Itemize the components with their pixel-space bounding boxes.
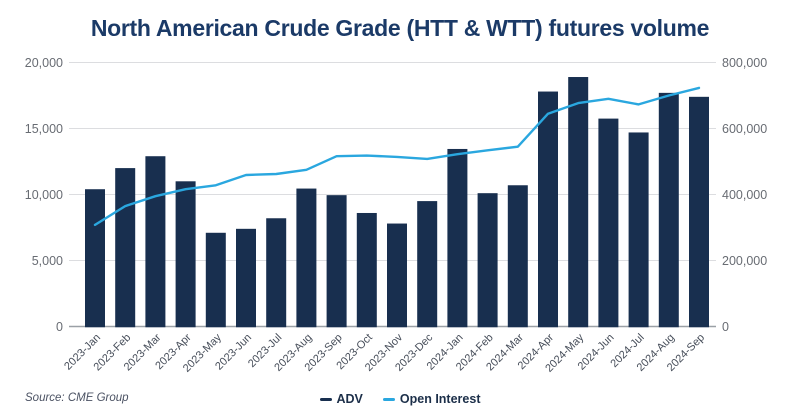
open-interest-line	[93, 86, 701, 227]
y-axis-label-right: 200,000	[722, 254, 767, 268]
adv-bar	[145, 156, 166, 328]
legend: ADV Open Interest	[0, 392, 800, 406]
adv-bar	[477, 193, 498, 328]
adv-bar	[658, 92, 679, 328]
y-axis-label-left: 5,000	[32, 254, 63, 268]
y-axis-label-left: 20,000	[25, 56, 63, 70]
adv-bar	[175, 181, 196, 328]
adv-bar	[205, 232, 226, 328]
y-axis-label-left: 0	[56, 320, 63, 334]
adv-bar	[115, 168, 136, 328]
open-interest-legend-marker	[382, 397, 395, 401]
y-axis-label-left: 15,000	[25, 122, 63, 136]
adv-bar	[689, 96, 709, 328]
adv-bar	[598, 118, 619, 328]
adv-bar	[356, 212, 377, 328]
source-caption: Source: CME Group	[25, 392, 129, 404]
adv-bar	[236, 228, 256, 328]
adv-bar	[538, 91, 558, 328]
adv-legend-marker	[319, 397, 332, 401]
adv-bar	[266, 218, 287, 328]
adv-bar	[326, 195, 347, 328]
y-axis-label-right: 0	[722, 320, 729, 334]
adv-bar	[507, 185, 528, 328]
legend-item-open-interest: Open Interest	[382, 392, 481, 406]
adv-bar	[417, 201, 438, 328]
open-interest-legend-label: Open Interest	[399, 392, 481, 406]
adv-bar	[628, 132, 649, 328]
y-axis-label-right: 400,000	[722, 188, 767, 202]
y-axis-label-right: 600,000	[722, 122, 767, 136]
chart-title: North American Crude Grade (HTT & WTT) f…	[90, 15, 710, 41]
adv-bar	[447, 148, 468, 328]
adv-bar	[568, 77, 589, 328]
chart-canvas: 0 0 5,000 200,000 10,000 400,000 15,000 600,000…	[25, 56, 767, 375]
adv-bar	[387, 223, 407, 328]
y-axis-label-right: 800,000	[722, 56, 767, 70]
adv-legend-label: ADV	[336, 392, 363, 406]
legend-item-adv: ADV	[319, 392, 363, 406]
adv-bar	[85, 189, 105, 328]
adv-bar	[296, 188, 317, 328]
y-axis-label-left: 10,000	[25, 188, 63, 202]
